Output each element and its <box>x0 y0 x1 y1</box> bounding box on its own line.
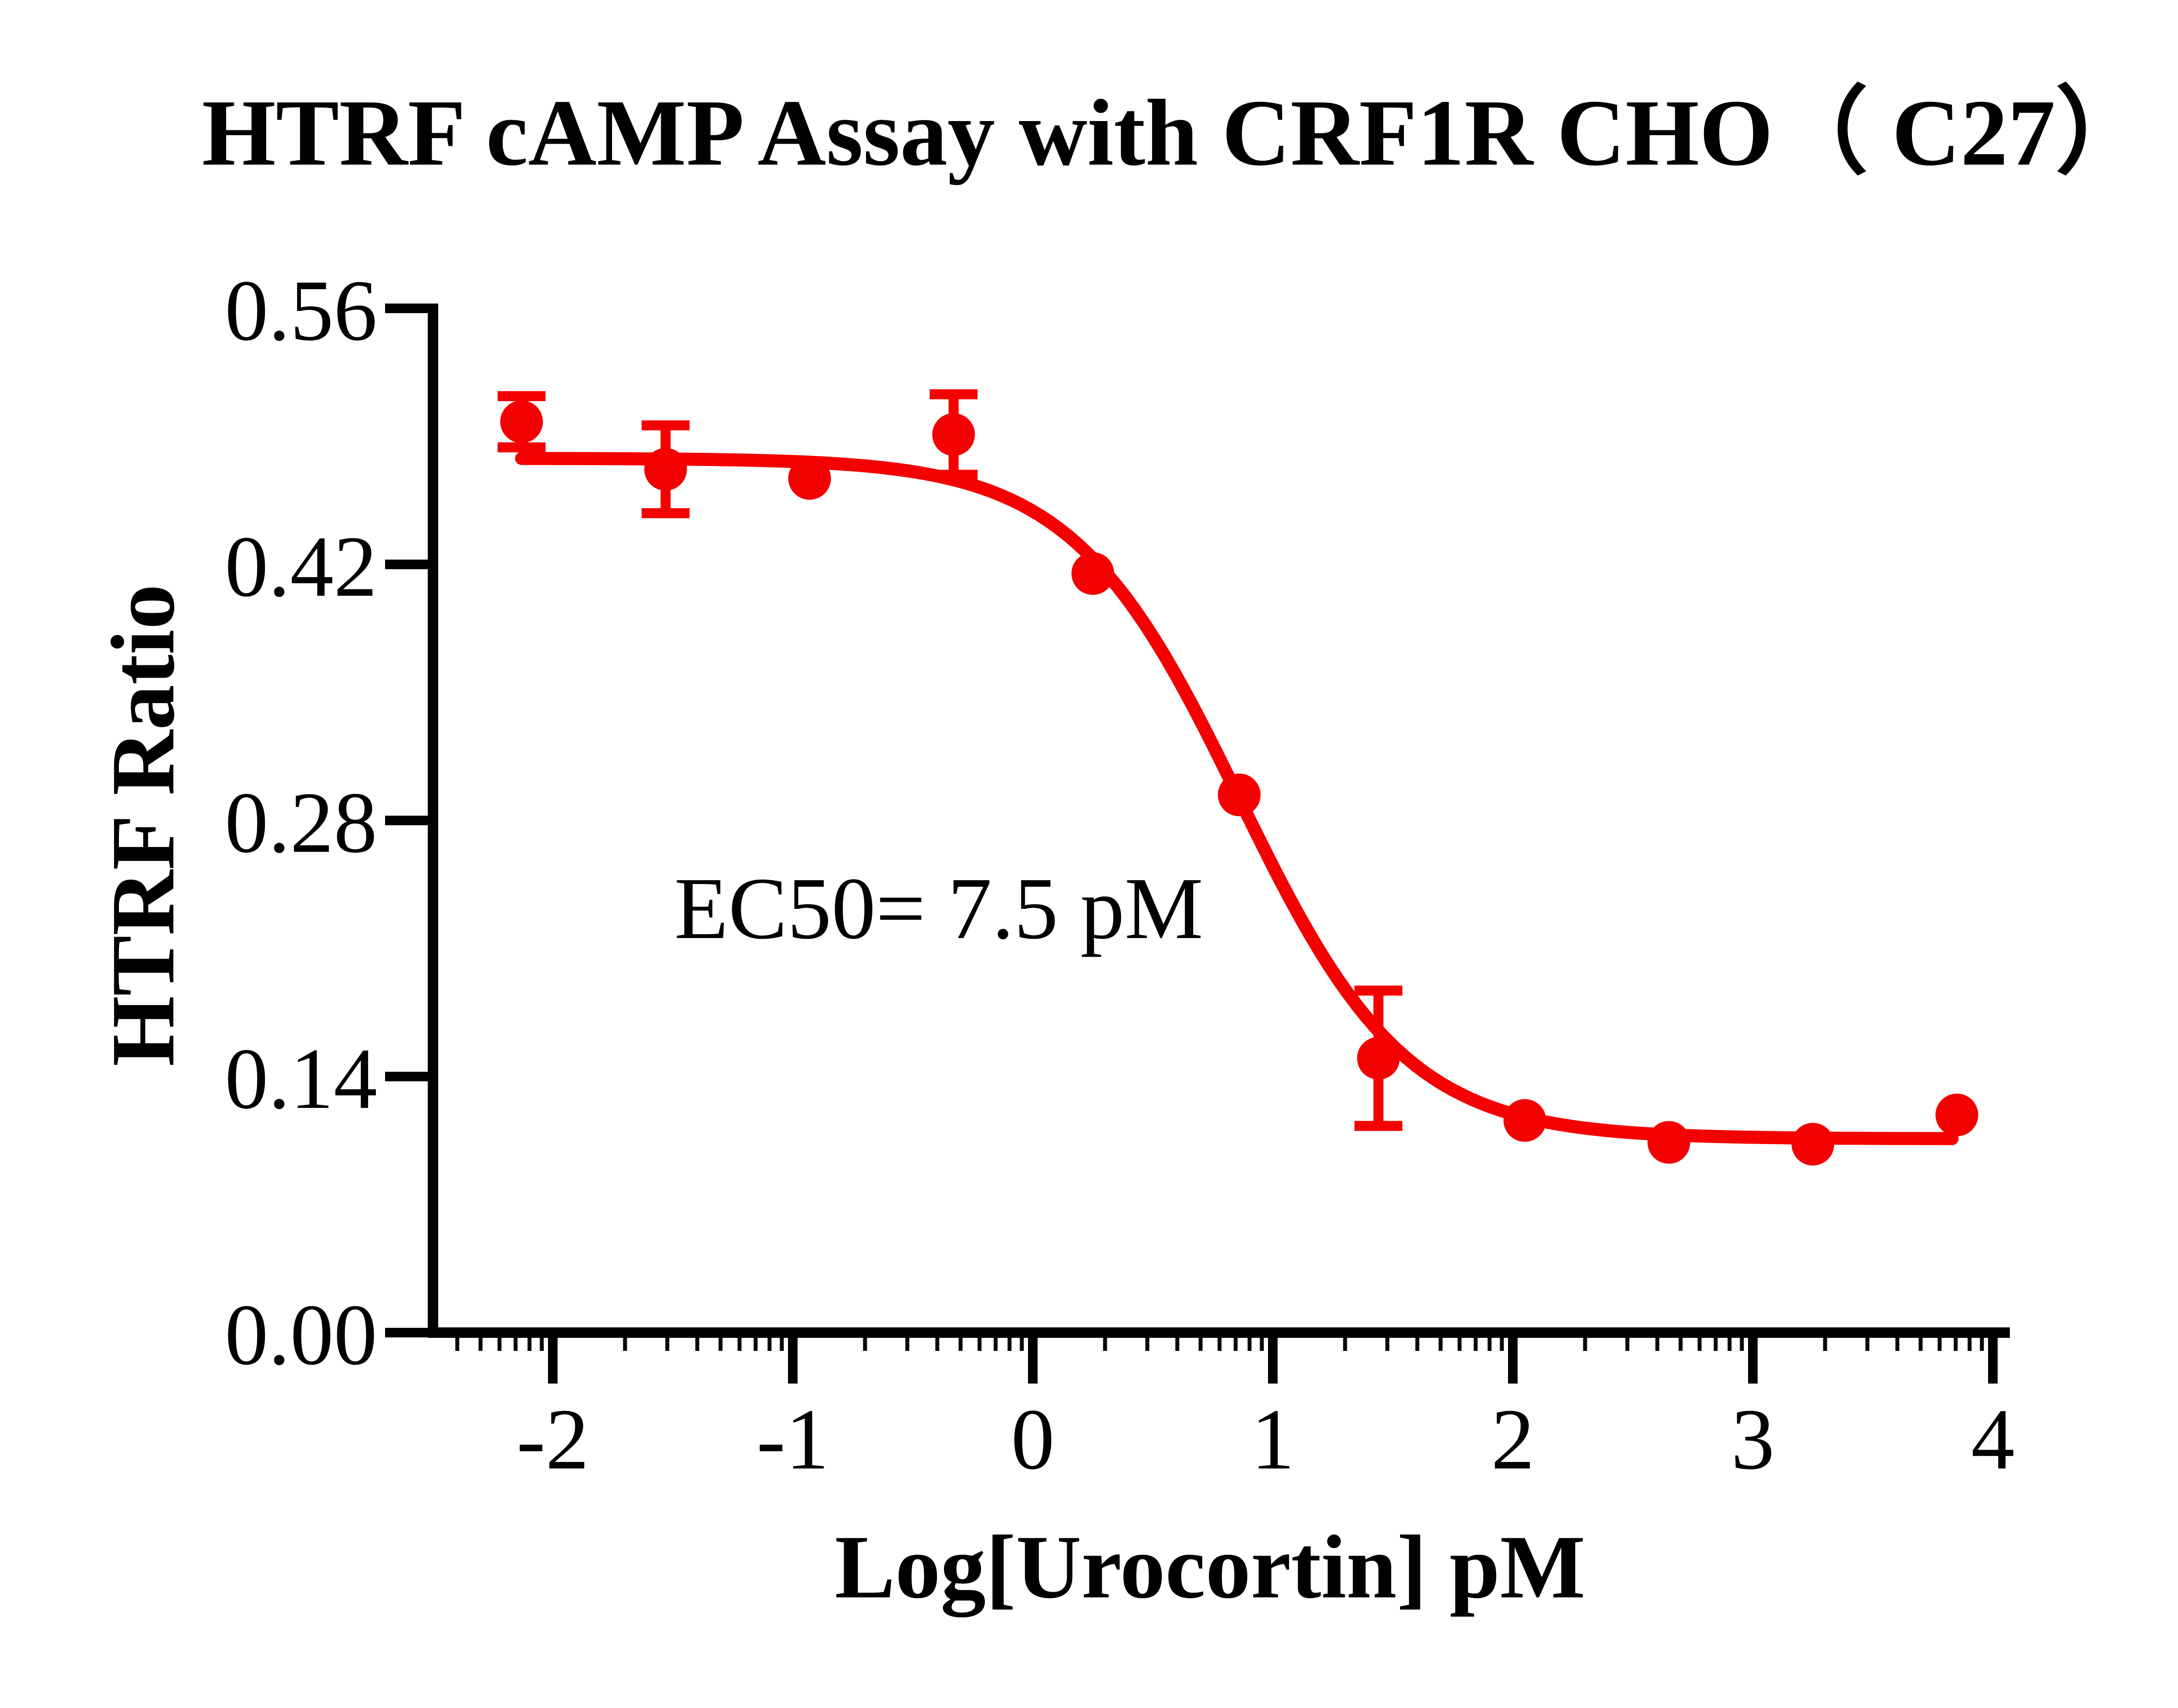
data-point-marker <box>1791 1123 1834 1166</box>
error-bars-layer <box>497 389 1403 1131</box>
data-point-marker <box>1647 1121 1691 1164</box>
data-point-marker <box>1503 1099 1546 1142</box>
x-tick-label: -1 <box>757 1391 829 1488</box>
x-tick-label: 0 <box>1011 1391 1055 1488</box>
chart-title: HTRF cAMP Assay with CRF1R CHO（ C27） <box>202 81 2151 186</box>
x-tick-label: 1 <box>1251 1391 1295 1488</box>
y-tick-label: 0.00 <box>225 1287 377 1383</box>
y-tick-label: 0.42 <box>225 519 377 615</box>
data-points-layer <box>500 400 1978 1166</box>
data-point-marker <box>1218 773 1261 817</box>
data-point-marker <box>1357 1037 1400 1080</box>
tick-labels-layer: 0.00 0.14 0.28 0.42 0.56 -2 -1 0 1 2 3 4 <box>225 263 2015 1488</box>
data-point-marker <box>788 457 831 500</box>
x-tick-label: -2 <box>517 1391 589 1488</box>
y-tick-label: 0.14 <box>225 1031 377 1127</box>
x-tick-label: 3 <box>1731 1391 1775 1488</box>
y-tick-label: 0.56 <box>225 263 377 359</box>
x-tick-label: 2 <box>1491 1391 1535 1488</box>
data-point-marker <box>500 400 543 443</box>
y-axis-title: HTRF Ratio <box>93 584 193 1066</box>
data-point-marker <box>644 448 687 491</box>
x-axis-title: Log[Urocortin] pM <box>835 1517 1585 1617</box>
axes-layer <box>385 304 2010 1384</box>
ec50-annotation: EC50= 7.5 pM <box>674 859 1203 957</box>
data-point-marker <box>1935 1094 1978 1137</box>
x-tick-label: 4 <box>1971 1391 2015 1488</box>
data-point-marker <box>932 413 975 456</box>
y-tick-label: 0.28 <box>225 775 377 871</box>
data-point-marker <box>1071 552 1114 595</box>
